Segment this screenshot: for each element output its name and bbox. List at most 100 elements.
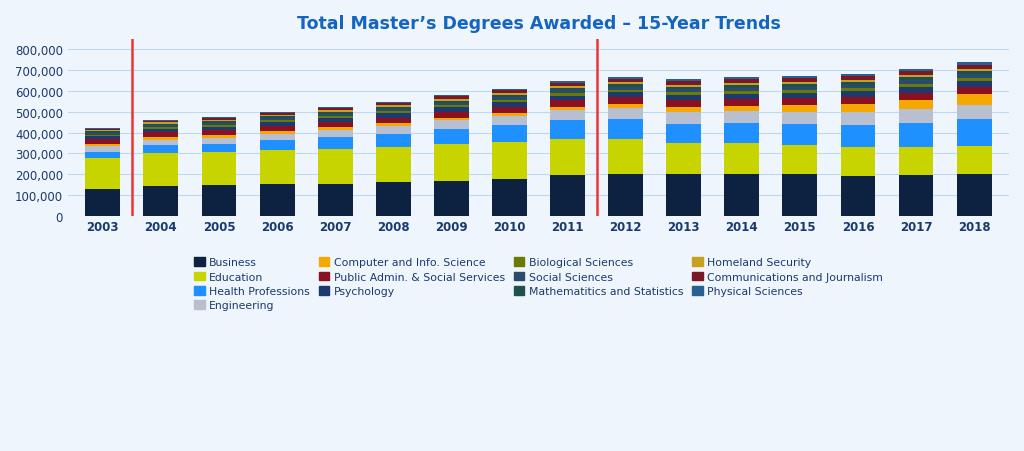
Legend: Business, Education, Health Professions, Engineering, Computer and Info. Science: Business, Education, Health Professions,… bbox=[189, 253, 887, 315]
Bar bbox=[841, 148, 876, 176]
Bar bbox=[143, 120, 178, 121]
Bar bbox=[782, 77, 817, 79]
Bar bbox=[434, 108, 469, 113]
Bar bbox=[841, 75, 876, 77]
Bar bbox=[724, 88, 759, 92]
Bar bbox=[782, 83, 817, 85]
Bar bbox=[376, 183, 411, 216]
Bar bbox=[85, 144, 120, 147]
Bar bbox=[260, 114, 295, 115]
Bar bbox=[841, 89, 876, 92]
Bar bbox=[550, 84, 585, 87]
Bar bbox=[85, 133, 120, 135]
Bar bbox=[782, 93, 817, 99]
Bar bbox=[85, 129, 120, 131]
Bar bbox=[550, 97, 585, 101]
Bar bbox=[317, 113, 352, 115]
Bar bbox=[376, 114, 411, 118]
Bar bbox=[724, 175, 759, 216]
Bar bbox=[724, 78, 759, 80]
Bar bbox=[492, 91, 527, 94]
Bar bbox=[782, 106, 817, 112]
Bar bbox=[550, 89, 585, 91]
Bar bbox=[550, 140, 585, 176]
Bar bbox=[956, 63, 991, 65]
Bar bbox=[260, 112, 295, 114]
Bar bbox=[550, 176, 585, 216]
Bar bbox=[143, 133, 178, 138]
Bar bbox=[85, 147, 120, 152]
Bar bbox=[608, 91, 643, 93]
Bar bbox=[376, 108, 411, 110]
Bar bbox=[376, 147, 411, 183]
Bar bbox=[841, 105, 876, 113]
Bar bbox=[317, 138, 352, 149]
Bar bbox=[899, 87, 934, 93]
Bar bbox=[202, 136, 237, 138]
Bar bbox=[782, 125, 817, 146]
Bar bbox=[608, 80, 643, 83]
Bar bbox=[899, 148, 934, 176]
Bar bbox=[202, 138, 237, 145]
Bar bbox=[956, 72, 991, 75]
Bar bbox=[841, 176, 876, 216]
Bar bbox=[608, 87, 643, 91]
Bar bbox=[143, 138, 178, 140]
Bar bbox=[608, 120, 643, 139]
Bar bbox=[841, 92, 876, 98]
Bar bbox=[899, 76, 934, 78]
Bar bbox=[550, 94, 585, 97]
Bar bbox=[202, 131, 237, 136]
Bar bbox=[550, 82, 585, 84]
Bar bbox=[608, 139, 643, 175]
Bar bbox=[550, 101, 585, 107]
Bar bbox=[667, 80, 701, 82]
Bar bbox=[434, 129, 469, 145]
Bar bbox=[260, 131, 295, 134]
Bar bbox=[782, 85, 817, 87]
Bar bbox=[841, 77, 876, 81]
Bar bbox=[899, 72, 934, 76]
Bar bbox=[260, 134, 295, 141]
Bar bbox=[143, 154, 178, 187]
Bar bbox=[434, 113, 469, 118]
Bar bbox=[956, 95, 991, 106]
Bar bbox=[492, 98, 527, 101]
Bar bbox=[202, 145, 237, 153]
Bar bbox=[899, 176, 934, 216]
Bar bbox=[724, 106, 759, 112]
Bar bbox=[608, 175, 643, 216]
Bar bbox=[667, 113, 701, 124]
Bar bbox=[956, 78, 991, 82]
Bar bbox=[724, 112, 759, 124]
Bar bbox=[667, 87, 701, 90]
Bar bbox=[260, 117, 295, 119]
Bar bbox=[202, 124, 237, 126]
Bar bbox=[956, 147, 991, 175]
Bar bbox=[376, 110, 411, 112]
Bar bbox=[956, 75, 991, 78]
Bar bbox=[782, 79, 817, 83]
Bar bbox=[376, 118, 411, 124]
Bar bbox=[202, 121, 237, 122]
Bar bbox=[202, 153, 237, 186]
Bar bbox=[782, 175, 817, 216]
Bar bbox=[260, 126, 295, 131]
Bar bbox=[608, 105, 643, 109]
Bar bbox=[317, 108, 352, 109]
Bar bbox=[492, 143, 527, 179]
Bar bbox=[667, 93, 701, 96]
Bar bbox=[376, 102, 411, 104]
Bar bbox=[608, 98, 643, 105]
Bar bbox=[376, 104, 411, 106]
Bar bbox=[782, 91, 817, 93]
Bar bbox=[899, 123, 934, 148]
Bar bbox=[434, 145, 469, 182]
Bar bbox=[434, 96, 469, 97]
Bar bbox=[202, 118, 237, 119]
Bar bbox=[956, 120, 991, 147]
Bar bbox=[317, 117, 352, 119]
Bar bbox=[956, 69, 991, 72]
Bar bbox=[85, 132, 120, 133]
Bar bbox=[434, 106, 469, 108]
